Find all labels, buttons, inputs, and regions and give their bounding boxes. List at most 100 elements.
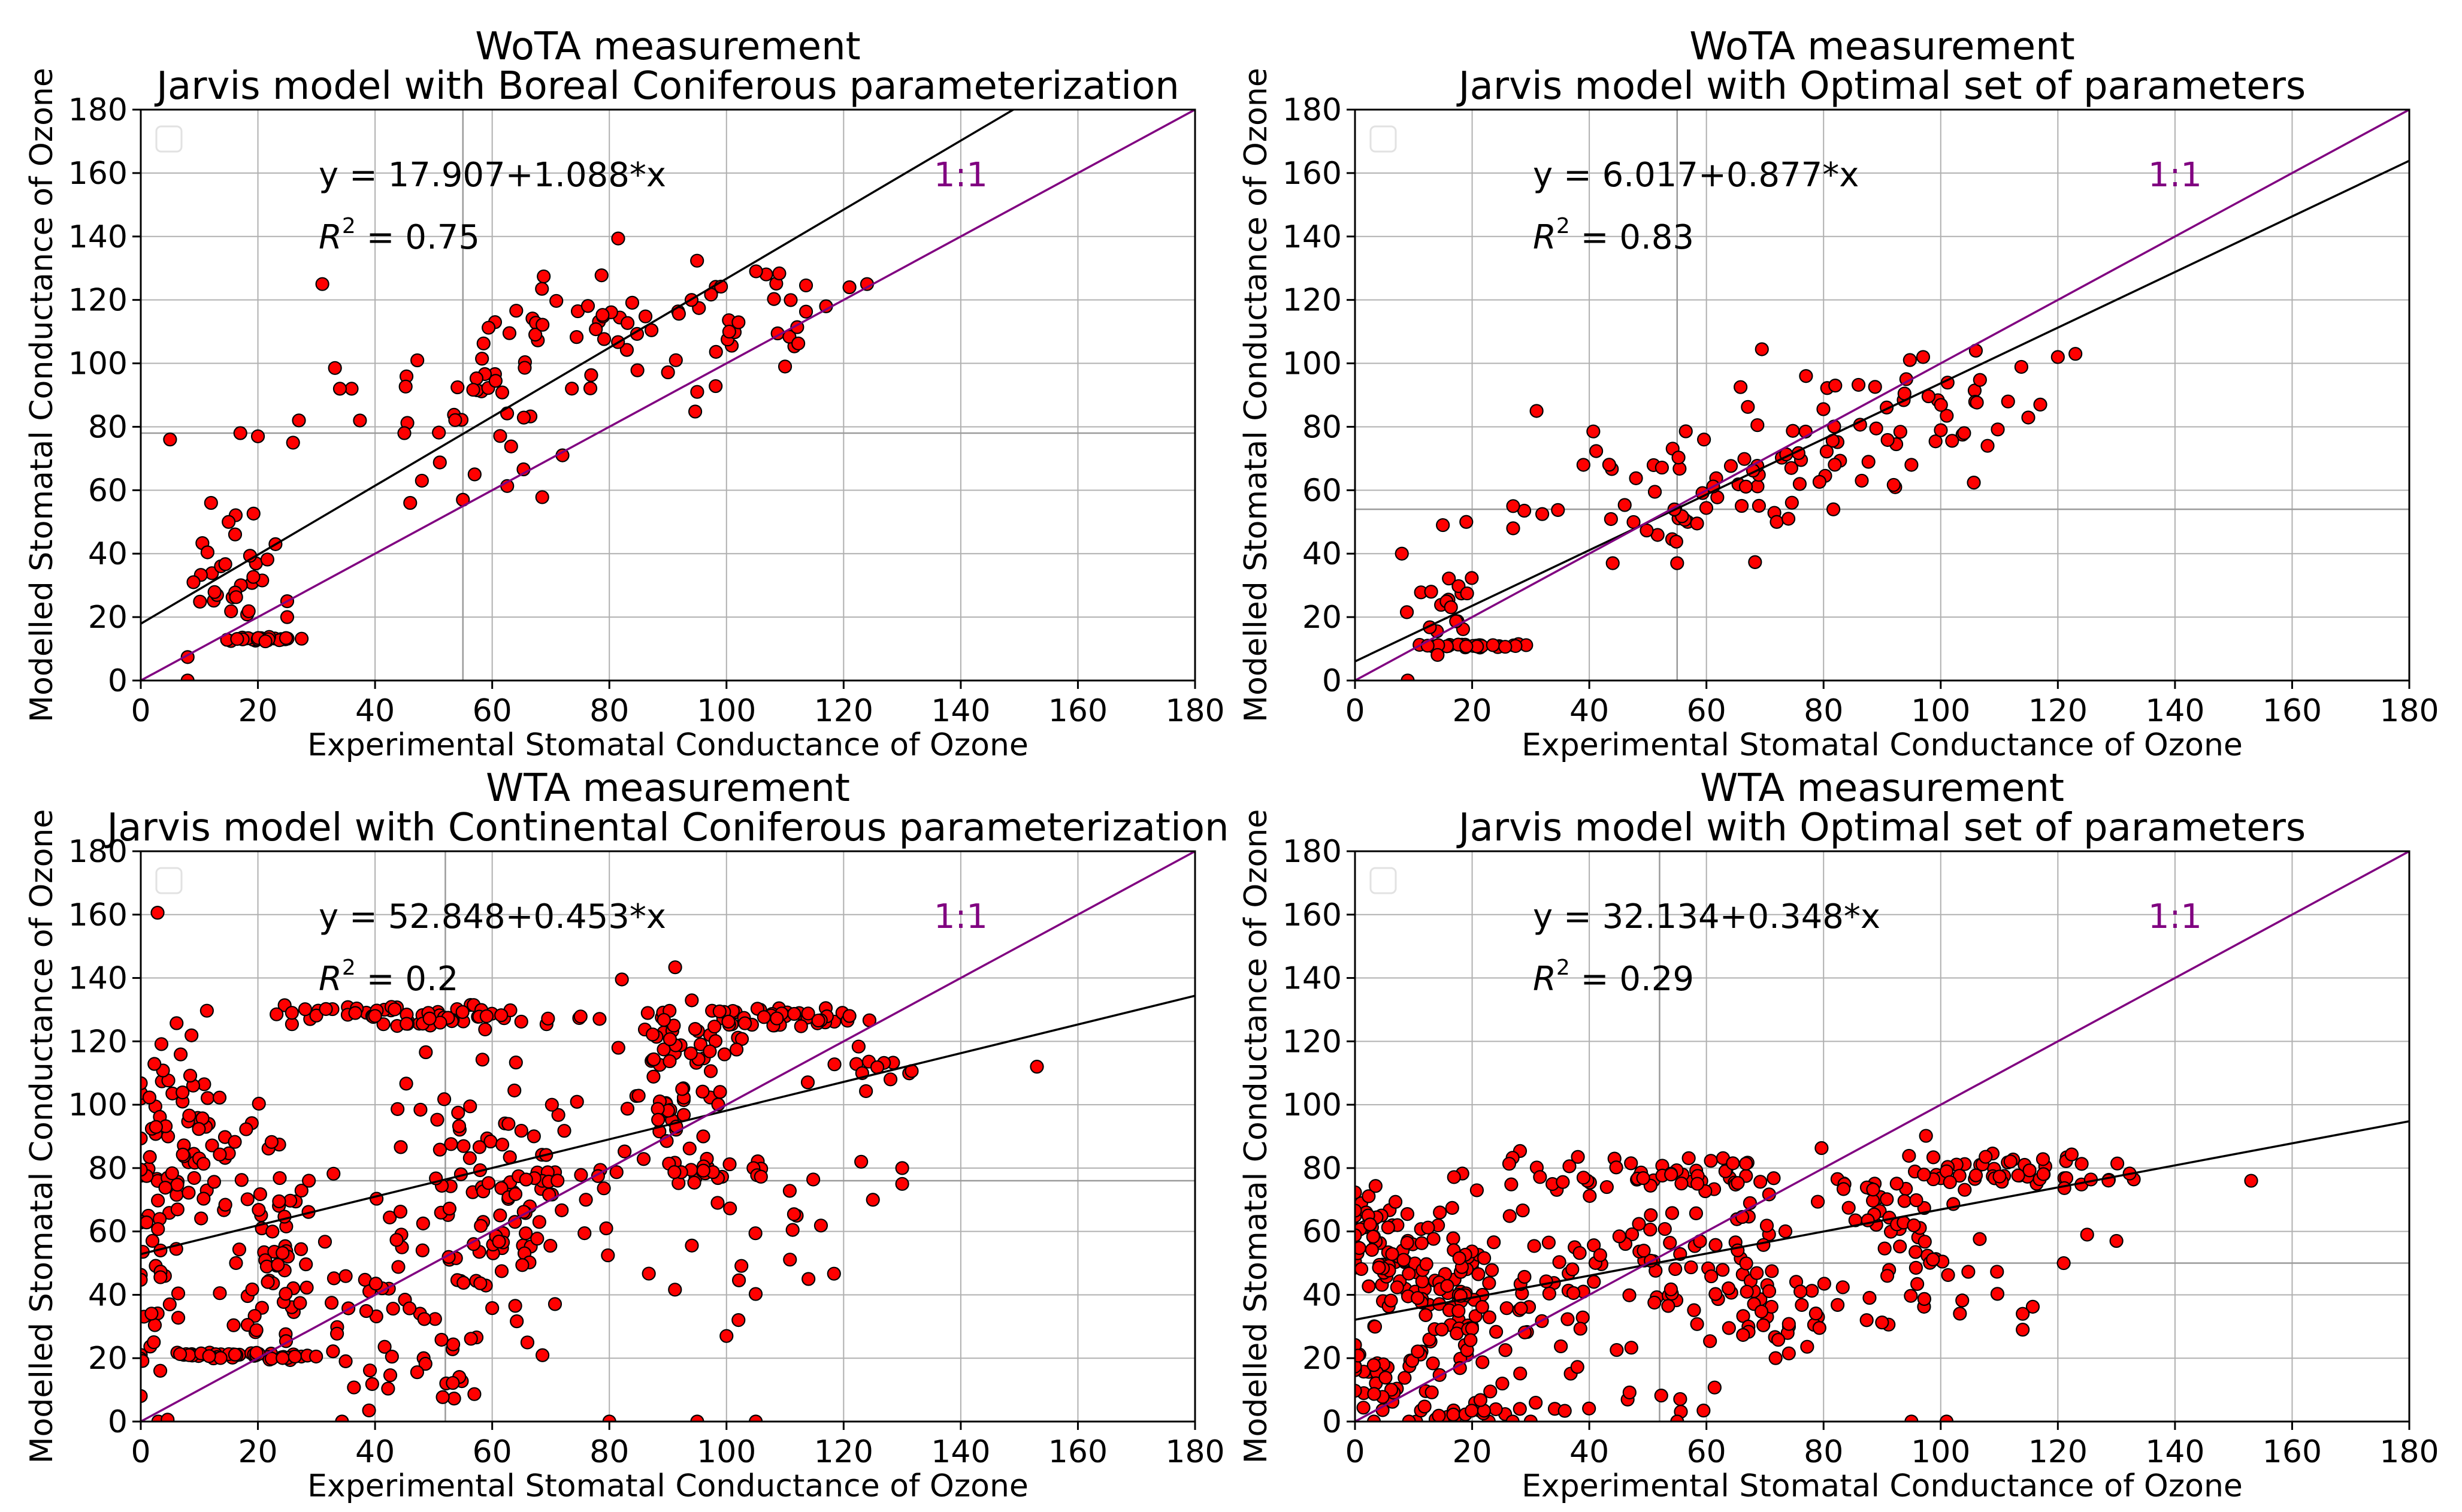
data-point bbox=[1516, 1203, 1530, 1218]
data-point bbox=[1390, 1280, 1404, 1295]
data-point bbox=[1475, 1355, 1490, 1369]
data-point bbox=[176, 1085, 190, 1100]
data-point bbox=[413, 1102, 428, 1117]
data-point bbox=[1030, 1060, 1044, 1074]
data-point bbox=[1862, 1290, 1877, 1305]
data-point bbox=[2244, 1174, 2258, 1188]
data-point bbox=[1400, 1206, 1415, 1221]
data-point bbox=[185, 1028, 199, 1042]
data-point bbox=[2016, 1323, 2030, 1337]
data-point bbox=[1498, 1343, 1513, 1357]
identity-label: 1:1 bbox=[2148, 897, 2202, 936]
legend-box bbox=[1369, 125, 1397, 153]
data-point bbox=[1665, 1206, 1680, 1220]
y-tick-label: 160 bbox=[1283, 156, 1342, 192]
data-point bbox=[264, 1135, 279, 1149]
data-point bbox=[442, 1201, 456, 1216]
data-point bbox=[1617, 498, 1632, 512]
data-point bbox=[260, 552, 274, 567]
data-point bbox=[403, 1301, 417, 1316]
data-point bbox=[501, 1117, 516, 1131]
data-point bbox=[1576, 458, 1590, 472]
data-point bbox=[1647, 485, 1662, 499]
data-point bbox=[1415, 1274, 1429, 1289]
data-point bbox=[1533, 1170, 1547, 1184]
data-point bbox=[508, 1299, 522, 1313]
data-point bbox=[1632, 1217, 1646, 1231]
data-point bbox=[1399, 605, 1414, 619]
data-point bbox=[397, 426, 412, 440]
data-point bbox=[1828, 379, 1843, 393]
y-tick-label: 140 bbox=[1283, 219, 1342, 255]
data-point bbox=[601, 1248, 615, 1263]
data-point bbox=[690, 1414, 704, 1422]
fit-equation: y = 17.907+1.088*x bbox=[319, 156, 666, 195]
x-tick-label: 40 bbox=[1569, 693, 1609, 729]
y-tick-label: 100 bbox=[68, 1087, 128, 1123]
data-point bbox=[232, 1242, 247, 1257]
data-point bbox=[1952, 1169, 1967, 1183]
data-point bbox=[1560, 1312, 1575, 1326]
data-point bbox=[842, 1009, 857, 1023]
data-point bbox=[1489, 1402, 1503, 1417]
data-point bbox=[1624, 1341, 1638, 1355]
data-point bbox=[597, 1181, 611, 1196]
data-point bbox=[685, 1238, 699, 1253]
data-point bbox=[1869, 421, 1883, 436]
data-point bbox=[1893, 425, 1907, 439]
data-point bbox=[437, 1092, 452, 1106]
data-point bbox=[1897, 1194, 1911, 1208]
data-point bbox=[1909, 1193, 1923, 1208]
data-point bbox=[799, 278, 813, 293]
data-point bbox=[485, 1301, 500, 1316]
data-point bbox=[1904, 1414, 1919, 1422]
data-point bbox=[772, 266, 787, 280]
data-point bbox=[1658, 1221, 1672, 1236]
r-squared: R2 = 0.29 bbox=[1533, 955, 1694, 999]
data-point bbox=[801, 1006, 815, 1021]
data-point bbox=[1740, 1284, 1754, 1299]
data-point bbox=[811, 1013, 825, 1028]
data-point bbox=[446, 1337, 461, 1351]
data-point bbox=[683, 1046, 698, 1060]
data-point bbox=[173, 1047, 188, 1062]
data-point bbox=[153, 1363, 168, 1378]
data-point bbox=[734, 1259, 749, 1273]
data-point bbox=[722, 324, 736, 339]
data-point bbox=[455, 1005, 470, 1019]
data-point bbox=[469, 371, 484, 386]
data-point bbox=[1756, 1238, 1771, 1252]
data-point bbox=[270, 1007, 284, 1021]
y-tick-label: 100 bbox=[68, 346, 128, 382]
data-point bbox=[508, 1187, 523, 1201]
data-point bbox=[151, 1222, 165, 1236]
data-point bbox=[731, 1273, 746, 1287]
data-point bbox=[1513, 1402, 1527, 1416]
data-point bbox=[416, 1216, 430, 1230]
y-tick-label: 120 bbox=[68, 1024, 128, 1060]
data-point bbox=[1696, 1404, 1711, 1418]
data-point bbox=[1681, 1151, 1696, 1165]
data-point bbox=[388, 1002, 402, 1017]
data-point bbox=[403, 495, 418, 510]
data-point bbox=[1748, 555, 1762, 569]
data-point bbox=[543, 1238, 558, 1253]
y-tick-label: 140 bbox=[1283, 961, 1342, 997]
data-point bbox=[1355, 1383, 1362, 1398]
data-point bbox=[1469, 1183, 1484, 1197]
data-point bbox=[1489, 1324, 1504, 1339]
y-tick-label: 20 bbox=[88, 1341, 128, 1377]
y-axis-label: Modelled Stomatal Conductance of Ozone bbox=[24, 68, 60, 722]
data-point bbox=[171, 1286, 186, 1301]
data-point bbox=[1968, 1168, 1983, 1183]
scatter-panel-4: 0 20 40 60 80 100 120 140 160 180 0 20 40 60 80 100 120 1… bbox=[1238, 766, 2439, 1504]
data-point bbox=[385, 1350, 399, 1364]
data-point bbox=[1356, 1401, 1371, 1415]
data-point bbox=[602, 1414, 616, 1422]
data-point bbox=[1917, 1292, 1931, 1306]
data-point bbox=[527, 1129, 541, 1144]
y-tick-label: 120 bbox=[68, 283, 128, 319]
data-point bbox=[196, 1157, 211, 1171]
data-point bbox=[737, 1016, 752, 1030]
data-point bbox=[494, 1264, 509, 1278]
